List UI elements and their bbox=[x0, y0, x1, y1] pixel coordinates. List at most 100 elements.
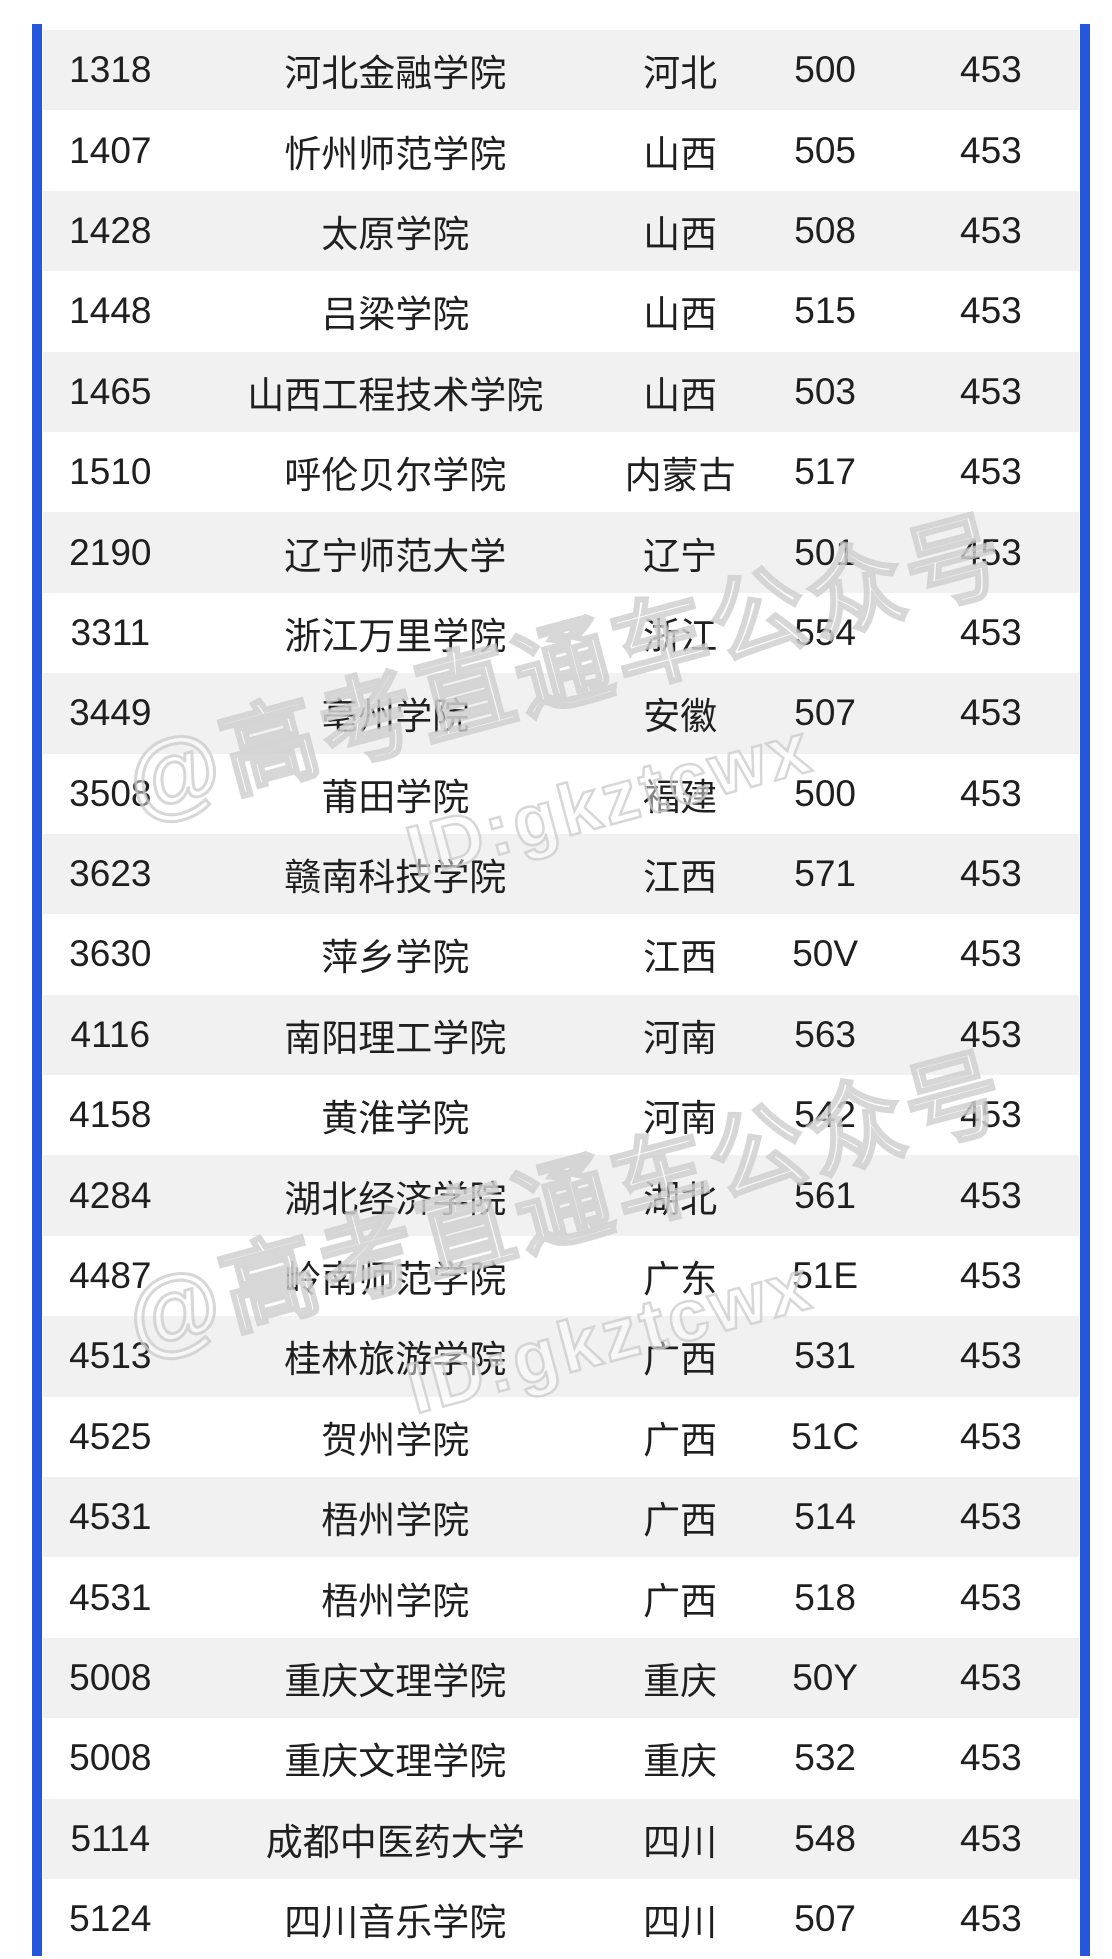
school-code-cell: 1318 bbox=[69, 49, 152, 91]
school-code-cell: 5008 bbox=[69, 1657, 152, 1698]
province-cell: 河南 bbox=[643, 1017, 718, 1059]
table-row: 5008 重庆文理学院 重庆 50Y 453 bbox=[43, 1637, 1079, 1719]
university-name-cell: 辽宁师范大学 bbox=[284, 535, 507, 577]
score-cell: 563 bbox=[794, 1013, 857, 1055]
cutoff-line-cell: 453 bbox=[960, 1576, 1022, 1618]
school-code-cell: 4284 bbox=[69, 1174, 152, 1216]
university-name-cell: 桂林旅游学院 bbox=[284, 1339, 507, 1381]
school-code-cell: 1407 bbox=[69, 129, 152, 171]
school-code-cell: 1510 bbox=[69, 451, 152, 493]
province-cell: 山西 bbox=[643, 133, 718, 175]
cutoff-line-cell: 453 bbox=[960, 1335, 1022, 1377]
province-cell: 河南 bbox=[643, 1098, 718, 1140]
cutoff-line-cell: 453 bbox=[960, 209, 1022, 251]
table-row: 5008 重庆文理学院 重庆 532 453 bbox=[43, 1718, 1079, 1799]
province-cell: 福建 bbox=[643, 776, 718, 818]
school-code-cell: 1465 bbox=[69, 370, 152, 412]
table-row: 4525 贺州学院 广西 51C 453 bbox=[43, 1396, 1079, 1478]
university-name-cell: 重庆文理学院 bbox=[284, 1741, 507, 1783]
score-cell: 500 bbox=[794, 49, 857, 91]
cutoff-line-cell: 453 bbox=[960, 1013, 1022, 1055]
school-code-cell: 3623 bbox=[69, 853, 152, 895]
province-cell: 广西 bbox=[643, 1419, 718, 1461]
province-cell: 广西 bbox=[643, 1500, 718, 1542]
university-name-cell: 梧州学院 bbox=[321, 1500, 470, 1542]
school-code-cell: 4116 bbox=[70, 1013, 151, 1055]
table-row: 4513 桂林旅游学院 广西 531 453 bbox=[43, 1316, 1079, 1397]
score-cell: 571 bbox=[794, 853, 857, 895]
university-name-cell: 亳州学院 bbox=[321, 696, 470, 738]
table-row: 4158 黄淮学院 河南 542 453 bbox=[43, 1075, 1079, 1156]
school-code-cell: 1448 bbox=[69, 290, 152, 332]
province-cell: 广西 bbox=[643, 1339, 718, 1381]
cutoff-line-cell: 453 bbox=[960, 933, 1022, 975]
province-cell: 河北 bbox=[643, 53, 718, 95]
province-cell: 浙江 bbox=[643, 615, 718, 657]
province-cell: 辽宁 bbox=[643, 535, 718, 577]
right-accent-bar bbox=[1080, 24, 1090, 1956]
university-name-cell: 莆田学院 bbox=[321, 776, 470, 818]
university-name-cell: 吕梁学院 bbox=[321, 294, 470, 336]
province-cell: 四川 bbox=[643, 1821, 718, 1863]
school-code-cell: 3508 bbox=[69, 772, 152, 814]
table-row: 1465 山西工程技术学院 山西 503 453 bbox=[43, 351, 1079, 432]
cutoff-line-cell: 453 bbox=[960, 370, 1022, 412]
admission-score-table: 1318 河北金融学院 河北 500 453 1407 忻州师范学院 山西 50… bbox=[43, 30, 1079, 1959]
left-accent-bar bbox=[32, 24, 42, 1956]
university-name-cell: 重庆文理学院 bbox=[284, 1661, 507, 1702]
score-cell: 51E bbox=[792, 1255, 859, 1297]
score-cell: 507 bbox=[794, 1898, 857, 1940]
university-name-cell: 太原学院 bbox=[321, 213, 470, 255]
province-cell: 四川 bbox=[643, 1902, 718, 1944]
cutoff-line-cell: 453 bbox=[960, 692, 1022, 734]
school-code-cell: 2190 bbox=[69, 531, 152, 573]
table-row: 3508 莆田学院 福建 500 453 bbox=[43, 753, 1079, 834]
province-cell: 山西 bbox=[643, 294, 718, 336]
score-cell: 554 bbox=[794, 611, 857, 653]
score-cell: 518 bbox=[794, 1576, 857, 1618]
province-cell: 重庆 bbox=[643, 1661, 718, 1702]
university-name-cell: 贺州学院 bbox=[321, 1419, 470, 1461]
score-cell: 505 bbox=[794, 129, 857, 171]
table-row: 4116 南阳理工学院 河南 563 453 bbox=[43, 994, 1079, 1076]
table-row: 4531 梧州学院 广西 514 453 bbox=[43, 1477, 1079, 1558]
cutoff-line-cell: 453 bbox=[960, 1496, 1022, 1538]
table-row: 2190 辽宁师范大学 辽宁 501 453 bbox=[43, 512, 1079, 593]
cutoff-line-cell: 453 bbox=[960, 853, 1022, 895]
table-row: 5124 四川音乐学院 四川 507 453 bbox=[43, 1878, 1079, 1959]
school-code-cell: 1428 bbox=[69, 209, 152, 251]
score-cell: 503 bbox=[794, 370, 857, 412]
school-code-cell: 5114 bbox=[70, 1817, 151, 1859]
score-cell: 517 bbox=[794, 451, 857, 493]
score-cell: 501 bbox=[794, 531, 857, 573]
cutoff-line-cell: 453 bbox=[960, 611, 1022, 653]
university-name-cell: 河北金融学院 bbox=[284, 53, 507, 95]
table-row: 5114 成都中医药大学 四川 548 453 bbox=[43, 1798, 1079, 1879]
province-cell: 安徽 bbox=[643, 696, 718, 738]
cutoff-line-cell: 453 bbox=[960, 290, 1022, 332]
university-name-cell: 萍乡学院 bbox=[321, 937, 470, 979]
school-code-cell: 5008 bbox=[69, 1737, 152, 1779]
school-code-cell: 4513 bbox=[69, 1335, 152, 1377]
score-cell: 51C bbox=[791, 1415, 860, 1457]
cutoff-line-cell: 453 bbox=[960, 1898, 1022, 1940]
university-name-cell: 山西工程技术学院 bbox=[247, 374, 544, 416]
cutoff-line-cell: 453 bbox=[960, 451, 1022, 493]
table-row: 1318 河北金融学院 河北 500 453 bbox=[43, 30, 1079, 111]
table-row: 3449 亳州学院 安徽 507 453 bbox=[43, 673, 1079, 754]
cutoff-line-cell: 453 bbox=[960, 1174, 1022, 1216]
school-code-cell: 4531 bbox=[69, 1496, 152, 1538]
cutoff-line-cell: 453 bbox=[960, 772, 1022, 814]
university-name-cell: 湖北经济学院 bbox=[284, 1178, 507, 1220]
university-name-cell: 南阳理工学院 bbox=[284, 1017, 507, 1059]
cutoff-line-cell: 453 bbox=[960, 1817, 1022, 1859]
cutoff-line-cell: 453 bbox=[960, 1657, 1022, 1698]
school-code-cell: 3630 bbox=[69, 933, 152, 975]
cutoff-line-cell: 453 bbox=[960, 1094, 1022, 1136]
table-row: 3311 浙江万里学院 浙江 554 453 bbox=[43, 592, 1079, 674]
score-cell: 561 bbox=[794, 1174, 857, 1216]
table-row: 4487 岭南师范学院 广东 51E 453 bbox=[43, 1235, 1079, 1317]
province-cell: 湖北 bbox=[643, 1178, 718, 1220]
university-name-cell: 四川音乐学院 bbox=[284, 1902, 507, 1944]
cutoff-line-cell: 453 bbox=[960, 129, 1022, 171]
